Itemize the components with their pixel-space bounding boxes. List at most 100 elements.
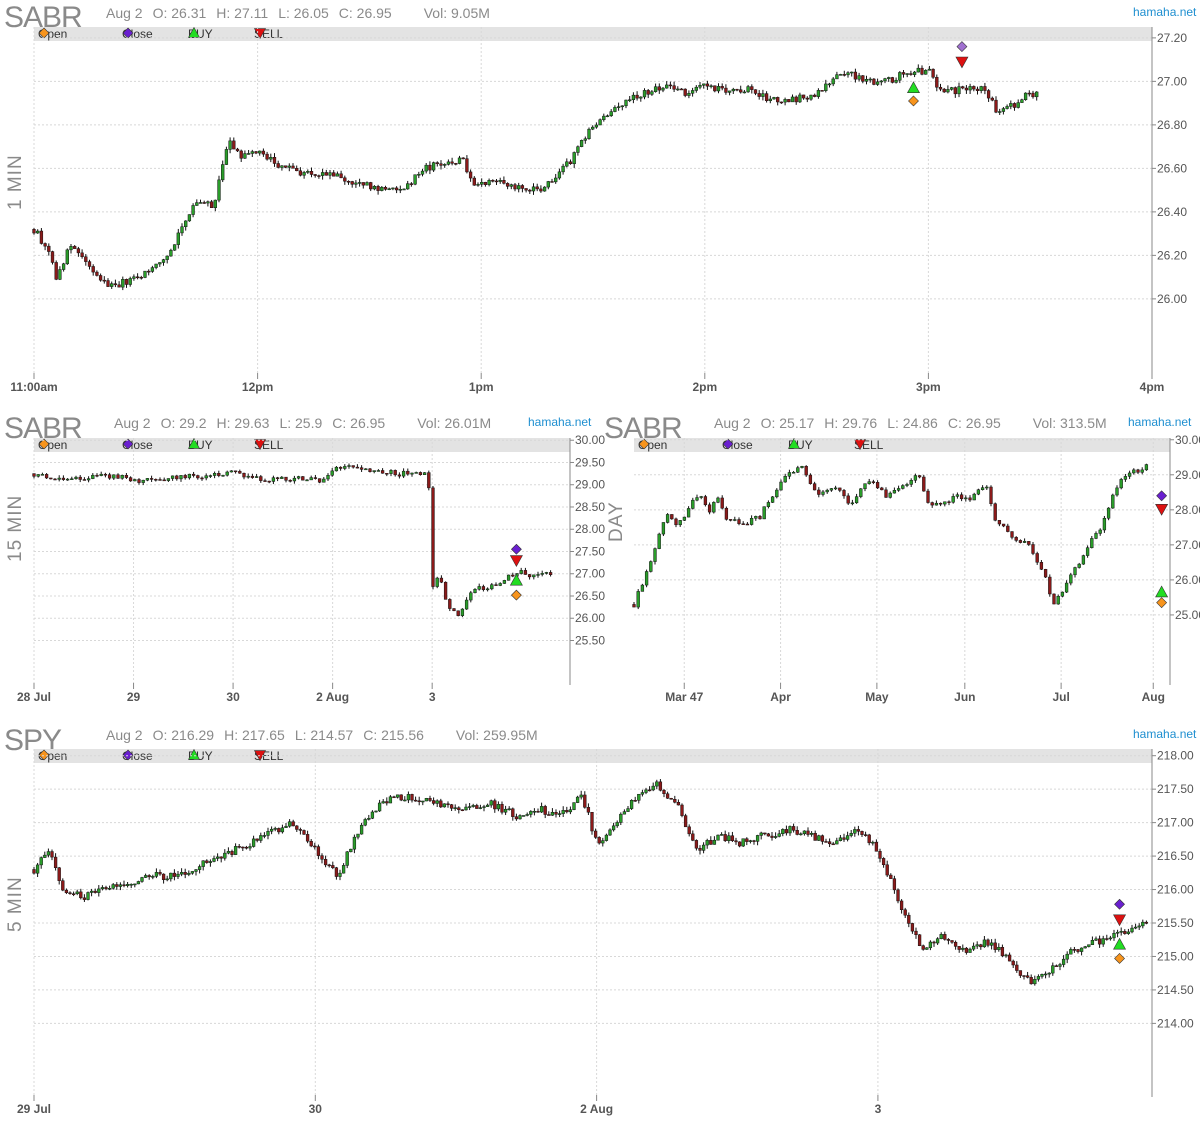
candle-body — [107, 888, 112, 890]
candle-body — [417, 173, 421, 176]
candle — [1127, 470, 1132, 480]
candle — [322, 477, 326, 483]
candle — [602, 113, 606, 122]
candle — [117, 281, 121, 288]
candle — [124, 472, 129, 480]
candle — [971, 942, 976, 951]
brand-link[interactable]: hamaha.net — [1133, 5, 1197, 19]
candle-body — [388, 796, 393, 804]
candle — [121, 276, 125, 291]
candle-body — [1018, 970, 1023, 976]
candle — [198, 199, 203, 204]
candle-body — [838, 837, 843, 841]
candle — [305, 830, 310, 844]
candle — [547, 811, 551, 816]
candle — [374, 810, 378, 813]
candle — [494, 178, 499, 185]
candle-body — [1048, 576, 1052, 595]
candle-body — [527, 574, 532, 578]
candle-body — [547, 814, 551, 816]
candle — [1136, 468, 1140, 475]
candle-body — [43, 243, 47, 247]
candle-body — [661, 87, 665, 91]
candle-body — [439, 577, 444, 583]
candle — [243, 150, 247, 159]
brand-link[interactable]: hamaha.net — [528, 415, 592, 429]
candle — [483, 181, 488, 187]
buy-marker-icon — [1155, 585, 1169, 598]
candle — [442, 803, 447, 808]
candle — [61, 262, 66, 272]
candle-body — [140, 877, 144, 882]
candle-body — [679, 88, 684, 91]
candle — [868, 77, 872, 83]
candle — [1010, 531, 1014, 540]
close-marker-icon — [1156, 490, 1168, 502]
candle-body — [89, 890, 94, 893]
candle — [723, 830, 727, 842]
brand-link[interactable]: hamaha.net — [1133, 727, 1197, 741]
candle — [946, 85, 950, 94]
candle-body — [829, 488, 834, 491]
candle — [741, 838, 745, 847]
candle-body — [343, 466, 347, 469]
candle-body — [861, 75, 865, 82]
candle-body — [456, 610, 460, 616]
y-tick-label: 30.00 — [575, 433, 605, 447]
candle — [817, 834, 821, 842]
candle-body — [939, 934, 943, 939]
candle — [611, 822, 616, 832]
candle — [172, 244, 177, 251]
candle — [191, 471, 196, 478]
candle-body — [68, 892, 72, 894]
candle-body — [1090, 538, 1094, 548]
y-tick-label: 25.50 — [575, 633, 605, 647]
candle — [183, 868, 187, 879]
candle-body — [583, 138, 587, 141]
candle — [242, 472, 246, 480]
candle — [98, 273, 103, 282]
candle-body — [989, 486, 993, 504]
candle — [409, 182, 414, 187]
candle — [449, 803, 454, 812]
candle — [313, 842, 317, 850]
candle-body — [1081, 555, 1086, 565]
info-date: Aug 2 — [106, 5, 143, 21]
candle-body — [169, 249, 173, 257]
candle — [586, 803, 591, 816]
candle — [489, 799, 493, 808]
candle-body — [403, 799, 407, 802]
info-close: C: 215.56 — [363, 727, 424, 743]
candle — [1029, 974, 1033, 985]
candle — [209, 199, 214, 208]
info-high: H: 29.76 — [824, 415, 878, 431]
candle — [805, 96, 809, 103]
y-tick-label: 28.00 — [575, 522, 605, 536]
candle-body — [950, 940, 954, 943]
candle-body — [467, 806, 472, 808]
candle — [1022, 538, 1027, 544]
candle-body — [544, 572, 549, 574]
candle — [347, 463, 351, 469]
brand-link[interactable]: hamaha.net — [1128, 415, 1192, 429]
candle-body — [959, 494, 964, 500]
candle — [78, 474, 82, 483]
candle-body — [169, 872, 173, 880]
candle — [269, 153, 273, 163]
candle-body — [1035, 91, 1039, 98]
candle-body — [349, 848, 353, 853]
candle-body — [798, 94, 802, 103]
candle — [1105, 934, 1109, 941]
candle — [921, 944, 925, 951]
candle-body — [535, 186, 539, 190]
candle — [133, 478, 137, 482]
candle-body — [500, 804, 504, 813]
candle-body — [428, 164, 432, 171]
candle-body — [720, 86, 724, 89]
candle — [842, 70, 846, 77]
candle-body — [284, 825, 288, 828]
x-tick-label: 30 — [226, 690, 240, 704]
candle — [909, 478, 913, 487]
candle-body — [482, 806, 486, 808]
candle — [107, 885, 112, 891]
